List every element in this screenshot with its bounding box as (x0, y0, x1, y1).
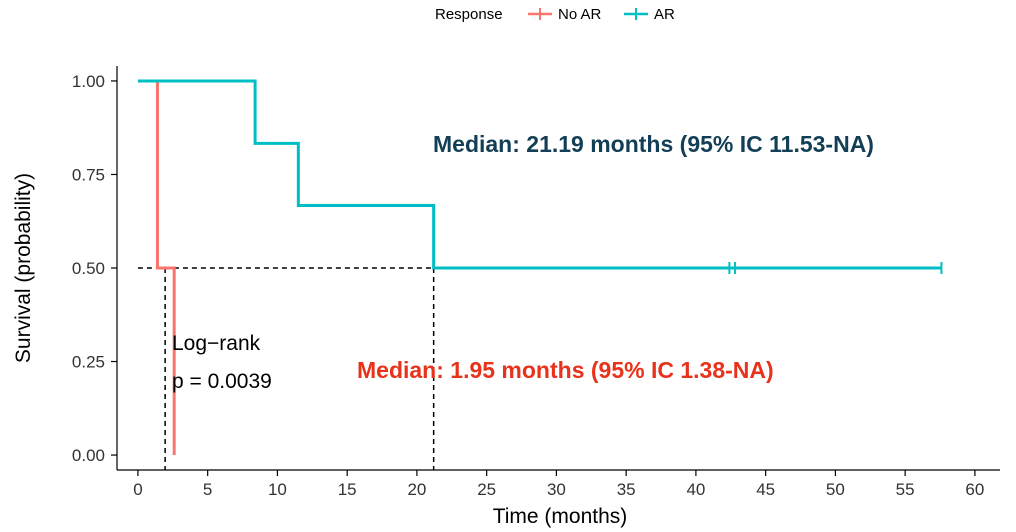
legend-item-no-ar: No AR (528, 6, 602, 23)
y-tick-label: 0.75 (72, 165, 105, 184)
legend-item-ar: AR (624, 6, 675, 23)
x-tick-label: 60 (965, 480, 984, 499)
x-tick-label: 35 (617, 480, 636, 499)
survival-curve-ar (137, 79, 942, 270)
median-reference-lines (137, 267, 435, 470)
x-tick-label: 10 (268, 480, 287, 499)
y-axis-title: Survival (probability) (12, 173, 35, 363)
legend: Response No AR AR (435, 6, 675, 23)
y-tick-label: 0.25 (72, 353, 105, 372)
axes: 0 5 10 15 20 25 30 35 40 45 50 55 60 0.00 0.25 0.50 0.7… (72, 66, 1000, 499)
x-tick-label: 40 (686, 480, 705, 499)
x-tick-label: 20 (407, 480, 426, 499)
p-value-label: p = 0.0039 (172, 370, 272, 393)
y-ticks: 0.00 0.25 0.50 0.75 1.00 (72, 72, 117, 465)
x-tick-label: 0 (133, 480, 142, 499)
series-layer (137, 79, 943, 456)
median-noar-label: Median: 1.95 months (95% IC 1.38-NA) (357, 357, 774, 383)
x-axis-title: Time (months) (493, 505, 628, 528)
y-tick-label: 0.50 (72, 259, 105, 278)
legend-items: No AR AR (528, 6, 675, 23)
x-tick-label: 5 (203, 480, 212, 499)
x-tick-label: 50 (826, 480, 845, 499)
y-tick-label: 0.00 (72, 446, 105, 465)
survival-curve-no-ar (137, 79, 176, 456)
x-tick-label: 55 (896, 480, 915, 499)
y-tick-label: 1.00 (72, 72, 105, 91)
legend-label: No AR (558, 6, 602, 23)
x-tick-label: 25 (477, 480, 496, 499)
legend-title: Response (435, 6, 503, 23)
x-ticks: 0 5 10 15 20 25 30 35 40 45 50 55 60 (133, 470, 984, 499)
x-tick-label: 45 (756, 480, 775, 499)
x-tick-label: 30 (547, 480, 566, 499)
x-tick-label: 15 (338, 480, 357, 499)
logrank-label: Log−rank (172, 332, 261, 355)
median-ar-label: Median: 21.19 months (95% IC 11.53-NA) (433, 131, 874, 157)
legend-label: AR (654, 6, 675, 23)
